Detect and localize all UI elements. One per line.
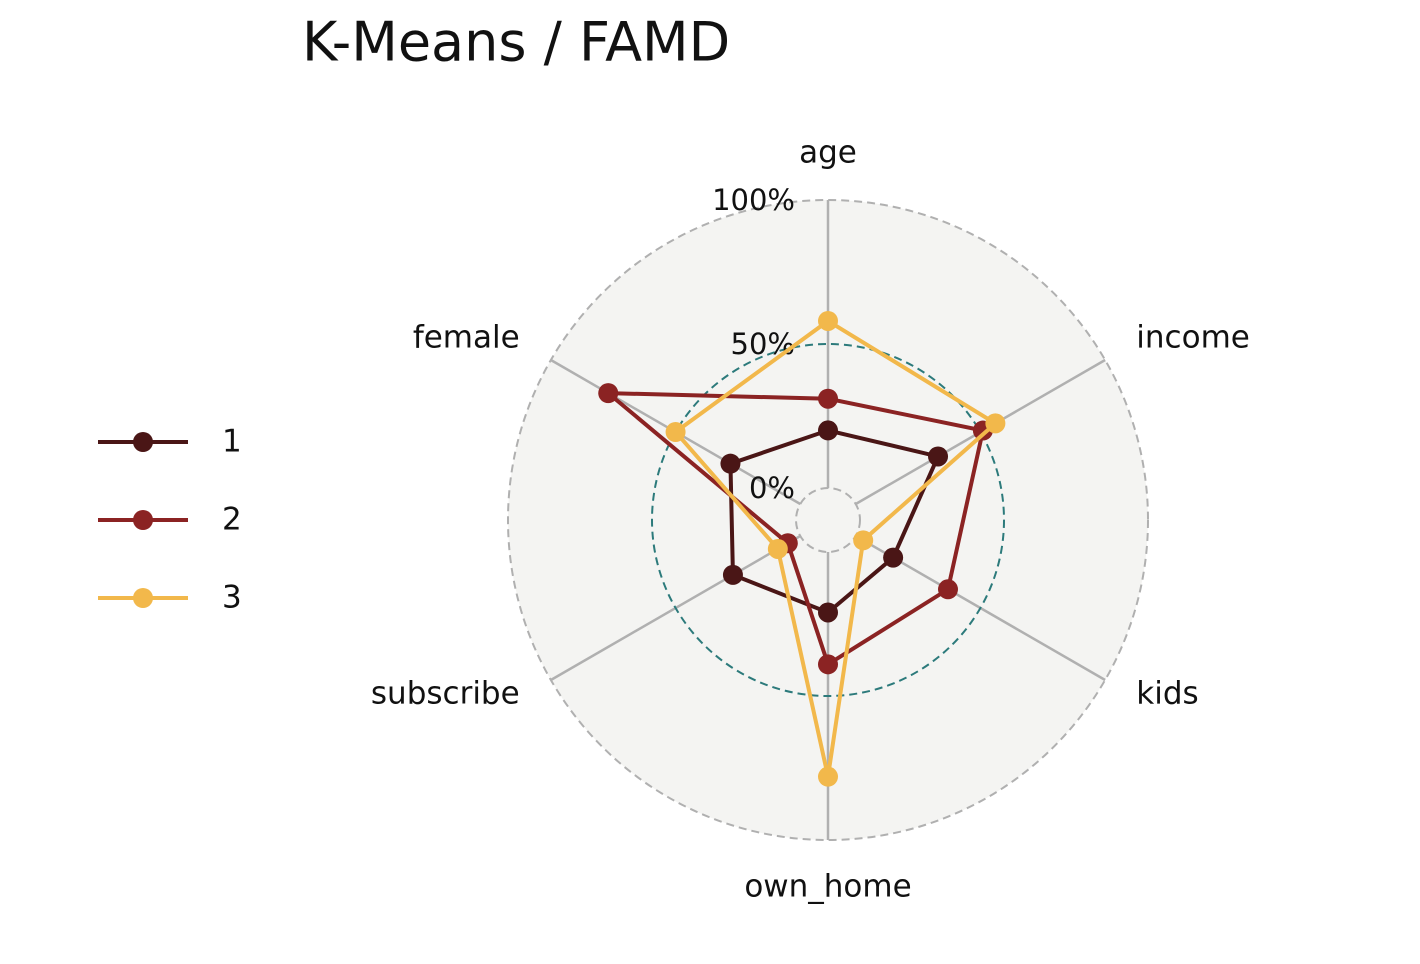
grid-circle	[651, 343, 1005, 697]
axis-label: female	[413, 320, 520, 356]
axis-label: own_home	[744, 869, 911, 905]
axis-label: kids	[1136, 676, 1198, 712]
data-point	[937, 579, 958, 600]
data-point	[720, 453, 741, 474]
data-point	[767, 538, 788, 559]
data-point	[853, 530, 874, 551]
data-point	[722, 564, 743, 585]
legend-marker	[133, 510, 153, 530]
data-point	[818, 766, 838, 787]
grid-circle	[507, 199, 1149, 841]
grid-circle	[795, 487, 861, 553]
data-point	[665, 422, 686, 442]
axis-label: income	[1136, 320, 1250, 356]
data-point	[818, 388, 838, 409]
data-point	[598, 383, 619, 404]
radial-tick-label: 50%	[731, 327, 795, 361]
legend-label: 1	[222, 424, 242, 460]
legend-marker	[133, 588, 153, 608]
radial-tick-label: 0%	[749, 471, 795, 505]
data-point	[818, 602, 838, 623]
chart-title: K-Means / FAMD	[302, 11, 730, 74]
axis-label: age	[799, 135, 857, 171]
data-point	[928, 446, 949, 467]
radial-tick-label: 100%	[712, 183, 795, 217]
data-point	[818, 310, 838, 331]
legend-marker	[133, 432, 153, 452]
data-point	[883, 547, 904, 568]
data-point	[818, 654, 838, 675]
legend-label: 2	[222, 502, 242, 538]
data-point	[985, 413, 1006, 434]
radar-background	[508, 200, 1148, 840]
axis-label: subscribe	[371, 676, 520, 712]
data-point	[818, 420, 838, 441]
legend-label: 3	[222, 580, 242, 616]
